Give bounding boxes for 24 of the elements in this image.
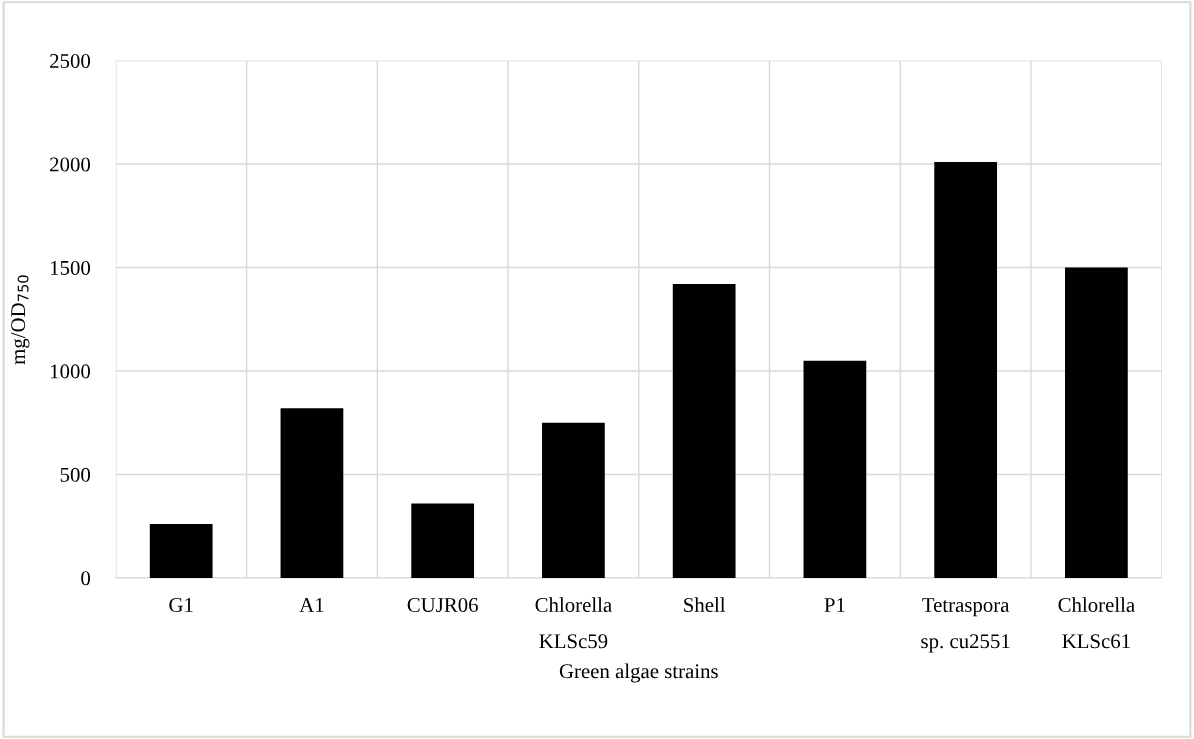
x-tick-label: Tetraspora sp. cu2551 [921,598,1010,653]
y-tick-label: 2000 [50,157,91,172]
y-tick-label: 0 [81,571,91,586]
bar [280,408,344,578]
x-tick-label: CUJR06 [407,597,478,612]
y-tick-label: 1000 [50,364,91,379]
bar [803,360,867,578]
y-axis-title: mg/OD$_{750}$ [11,275,30,365]
y-tick-label: 2500 [50,53,91,69]
bar [1065,267,1128,578]
x-tick-label: Chlorella KLSc61 [1058,597,1135,649]
bar [542,422,605,578]
bar [672,284,736,578]
x-tick-label: Chlorella KLSc59 [535,597,612,649]
bar [149,524,213,578]
x-tick-label: Shell [684,597,726,612]
x-tick-label: G1 [169,598,193,612]
y-tick-label: 1500 [50,260,91,275]
x-tick-label: P1 [824,598,845,612]
x-tick-label: A1 [299,598,324,612]
x-axis-title: Green algae strains [559,663,718,683]
bar [934,161,998,578]
bar [411,503,475,578]
y-tick-label: 500 [60,467,91,482]
